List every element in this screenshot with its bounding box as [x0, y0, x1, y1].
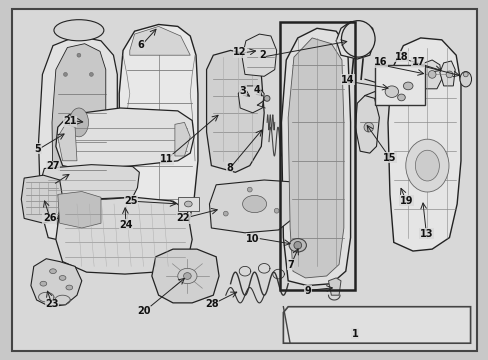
Ellipse shape: [183, 273, 191, 279]
Text: 27: 27: [46, 161, 60, 171]
Text: 16: 16: [373, 58, 386, 67]
Polygon shape: [355, 95, 379, 153]
Polygon shape: [420, 60, 441, 89]
Polygon shape: [52, 44, 105, 233]
Ellipse shape: [459, 72, 470, 87]
Ellipse shape: [40, 281, 47, 286]
Ellipse shape: [89, 72, 93, 76]
Text: 14: 14: [340, 75, 354, 85]
Ellipse shape: [54, 20, 103, 41]
Text: 28: 28: [204, 300, 218, 309]
Ellipse shape: [66, 285, 73, 290]
Ellipse shape: [405, 139, 448, 192]
Text: 2: 2: [259, 50, 265, 60]
Polygon shape: [58, 124, 77, 161]
Text: 10: 10: [245, 234, 259, 244]
Polygon shape: [238, 86, 264, 113]
Polygon shape: [335, 22, 374, 59]
Text: 12: 12: [233, 47, 246, 57]
Polygon shape: [56, 108, 194, 168]
Ellipse shape: [414, 150, 439, 181]
Text: 9: 9: [304, 285, 311, 296]
Ellipse shape: [427, 71, 435, 78]
Text: 22: 22: [176, 213, 190, 223]
Ellipse shape: [63, 72, 67, 76]
Polygon shape: [283, 307, 469, 343]
Text: 6: 6: [138, 40, 144, 50]
Ellipse shape: [403, 82, 412, 90]
Ellipse shape: [223, 211, 228, 216]
Polygon shape: [242, 34, 276, 76]
Ellipse shape: [242, 195, 266, 213]
Text: 15: 15: [383, 153, 396, 162]
Text: 25: 25: [124, 196, 137, 206]
Ellipse shape: [385, 86, 398, 98]
Polygon shape: [41, 165, 139, 199]
Text: 17: 17: [410, 58, 424, 67]
Text: 18: 18: [394, 52, 408, 62]
Polygon shape: [31, 259, 81, 307]
Ellipse shape: [77, 53, 81, 57]
Ellipse shape: [49, 269, 56, 274]
Ellipse shape: [274, 208, 279, 213]
Polygon shape: [56, 197, 192, 274]
Bar: [178, 197, 199, 211]
Ellipse shape: [363, 122, 373, 132]
Text: 21: 21: [63, 116, 77, 126]
Polygon shape: [287, 38, 343, 278]
Polygon shape: [58, 192, 101, 228]
Bar: [280, 22, 355, 291]
Polygon shape: [439, 61, 454, 86]
Text: 1: 1: [351, 329, 358, 339]
Ellipse shape: [59, 275, 66, 280]
Text: 8: 8: [225, 163, 232, 173]
Ellipse shape: [247, 187, 252, 192]
Ellipse shape: [445, 71, 452, 78]
Polygon shape: [39, 36, 117, 242]
Ellipse shape: [397, 94, 405, 101]
Ellipse shape: [341, 21, 374, 57]
Polygon shape: [387, 38, 460, 251]
Polygon shape: [175, 122, 190, 156]
Text: 26: 26: [43, 213, 56, 223]
Text: 24: 24: [119, 220, 133, 230]
Ellipse shape: [178, 268, 197, 284]
Polygon shape: [152, 249, 219, 303]
Ellipse shape: [69, 108, 88, 137]
Bar: [374, 65, 424, 105]
Ellipse shape: [184, 201, 192, 207]
Ellipse shape: [264, 95, 269, 101]
Polygon shape: [209, 180, 295, 233]
Text: 23: 23: [45, 300, 59, 309]
Ellipse shape: [463, 72, 467, 77]
Text: 3: 3: [239, 86, 246, 96]
Text: 5: 5: [35, 144, 41, 154]
Text: 7: 7: [286, 260, 293, 270]
Ellipse shape: [293, 242, 301, 249]
Text: 19: 19: [399, 196, 412, 206]
Polygon shape: [206, 50, 264, 172]
Text: 13: 13: [419, 229, 432, 239]
Text: 20: 20: [137, 306, 150, 316]
Polygon shape: [119, 24, 198, 242]
Text: 4: 4: [253, 85, 260, 95]
Polygon shape: [21, 175, 62, 223]
Polygon shape: [328, 278, 340, 295]
Ellipse shape: [288, 239, 306, 252]
Text: 11: 11: [160, 154, 173, 164]
Polygon shape: [129, 26, 190, 55]
Polygon shape: [281, 28, 350, 285]
